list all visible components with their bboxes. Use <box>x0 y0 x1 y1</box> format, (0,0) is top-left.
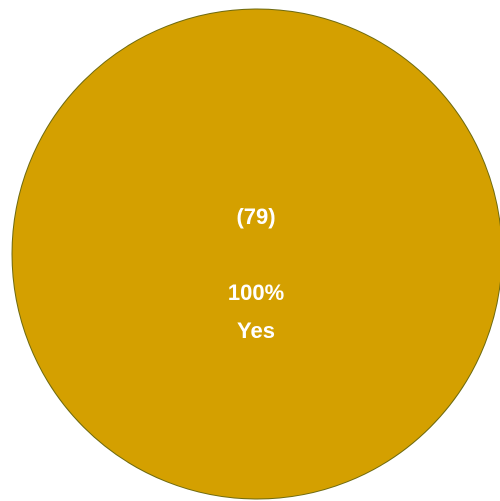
slice-count-label: (79) <box>236 204 275 229</box>
labels-layer: (79) 100% Yes <box>228 204 284 343</box>
pie-slice-yes <box>11 8 500 500</box>
slice-percent-label: 100% <box>228 280 284 305</box>
slices-layer <box>11 8 500 500</box>
slice-category-label: Yes <box>237 318 275 343</box>
